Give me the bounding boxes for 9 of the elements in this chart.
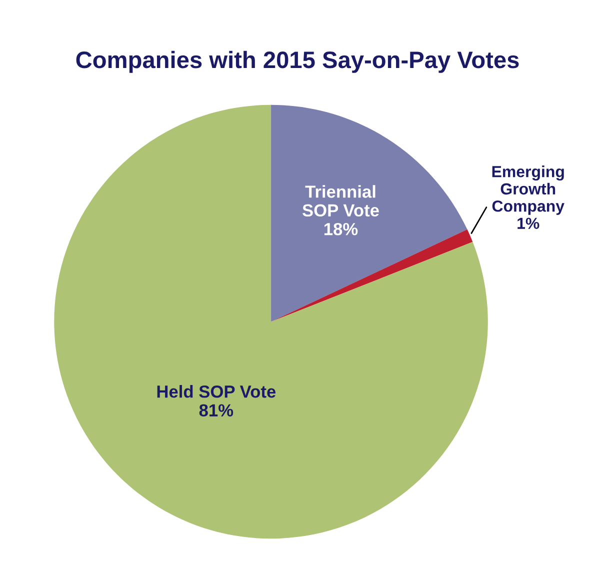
data-label: 18% <box>324 222 358 236</box>
data-label: 81% <box>199 404 234 416</box>
data-label: 1% <box>518 218 540 229</box>
pie-slice <box>271 104 468 322</box>
slice-label: Triennial SOP Vote <box>302 185 379 217</box>
pie-slice <box>54 104 488 539</box>
slice-label: Emerging Growth Company <box>492 166 564 215</box>
chart-title: Companies with 2015 Say-on-Pay Votes <box>76 50 519 73</box>
slice-label: Held SOP Vote <box>157 385 276 398</box>
